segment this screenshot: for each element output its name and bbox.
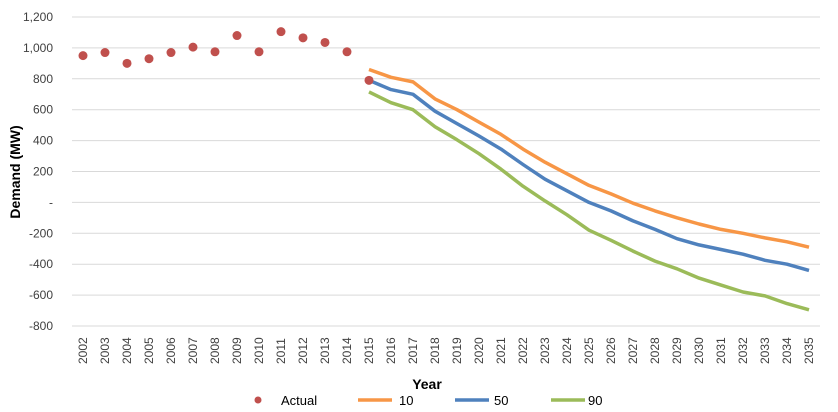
x-tick-label: 2017 — [406, 337, 420, 364]
series-layer — [78, 27, 810, 312]
y-tick-label: 600 — [33, 103, 53, 117]
x-tick-label: 2016 — [384, 337, 398, 364]
x-tick-label: 2013 — [318, 337, 332, 364]
y-tick-label: -200 — [29, 226, 53, 240]
y-tick-label: - — [49, 195, 53, 209]
x-tick-label: 2006 — [164, 337, 178, 364]
y-tick-label: 1,000 — [23, 41, 53, 55]
x-tick-label: 2023 — [538, 337, 552, 364]
actual-point — [144, 54, 154, 64]
actual-point — [364, 75, 374, 85]
actual-point — [254, 47, 264, 57]
x-tick-label: 2020 — [472, 337, 486, 364]
x-tick-label: 2033 — [758, 337, 772, 364]
legend-label: 90 — [588, 393, 602, 408]
x-tick-label: 2027 — [626, 337, 640, 364]
x-tick-label: 2007 — [186, 337, 200, 364]
series-line-90 — [368, 90, 810, 312]
y-axis-title: Demand (MW) — [7, 125, 23, 218]
x-tick-label: 2012 — [296, 337, 310, 364]
y-tick-label: 1,200 — [23, 10, 53, 24]
y-tick-label: 200 — [33, 165, 53, 179]
x-tick-label: 2031 — [714, 337, 728, 364]
x-tick-label: 2034 — [780, 337, 794, 364]
legend-label: 10 — [399, 393, 413, 408]
x-tick-label: 2032 — [736, 337, 750, 364]
x-tick-label: 2026 — [604, 337, 618, 364]
y-tick-label: -600 — [29, 288, 53, 302]
x-axis-title: Year — [412, 376, 442, 392]
x-tick-label: 2021 — [494, 337, 508, 364]
actual-point — [276, 27, 286, 37]
x-tick-label: 2018 — [428, 337, 442, 364]
x-tick-label: 2030 — [692, 337, 706, 364]
x-tick-label: 2008 — [208, 337, 222, 364]
x-tick-label: 2002 — [76, 337, 90, 364]
actual-point — [210, 47, 220, 57]
x-tick-label: 2015 — [362, 337, 376, 364]
x-axis-ticks: 2002 2003 2004 2005 2006 2007 2008 2009 2010 2011… — [76, 337, 816, 364]
actual-point — [298, 33, 308, 43]
x-tick-label: 2004 — [120, 337, 134, 364]
actual-point — [232, 31, 242, 41]
x-tick-label: 2025 — [582, 337, 596, 364]
x-tick-label: 2029 — [670, 337, 684, 364]
x-tick-label: 2019 — [450, 337, 464, 364]
legend: Actual 10 50 90 — [254, 393, 602, 408]
actual-point — [166, 48, 176, 58]
x-tick-label: 2028 — [648, 337, 662, 364]
actual-point — [122, 58, 132, 68]
x-tick-label: 2024 — [560, 337, 574, 364]
legend-label: 50 — [494, 393, 508, 408]
actual-point — [320, 37, 330, 47]
gridlines — [72, 16, 820, 327]
y-tick-label: -400 — [29, 257, 53, 271]
x-tick-label: 2014 — [340, 337, 354, 364]
legend-marker-Actual — [254, 396, 262, 404]
y-tick-label: 800 — [33, 72, 53, 86]
x-tick-label: 2010 — [252, 337, 266, 364]
x-tick-label: 2005 — [142, 337, 156, 364]
actual-point — [342, 47, 352, 57]
actual-point — [188, 42, 198, 52]
x-tick-label: 2022 — [516, 337, 530, 364]
actual-point — [78, 51, 88, 61]
actual-point — [100, 48, 110, 58]
x-tick-label: 2003 — [98, 337, 112, 364]
x-tick-label: 2011 — [274, 338, 288, 364]
y-tick-label: -800 — [29, 319, 53, 333]
y-tick-label: 400 — [33, 134, 53, 148]
x-tick-label: 2035 — [802, 337, 816, 364]
x-tick-label: 2009 — [230, 337, 244, 364]
series-line-50 — [368, 78, 810, 273]
legend-label: Actual — [281, 393, 317, 408]
series-line-10 — [368, 67, 810, 249]
